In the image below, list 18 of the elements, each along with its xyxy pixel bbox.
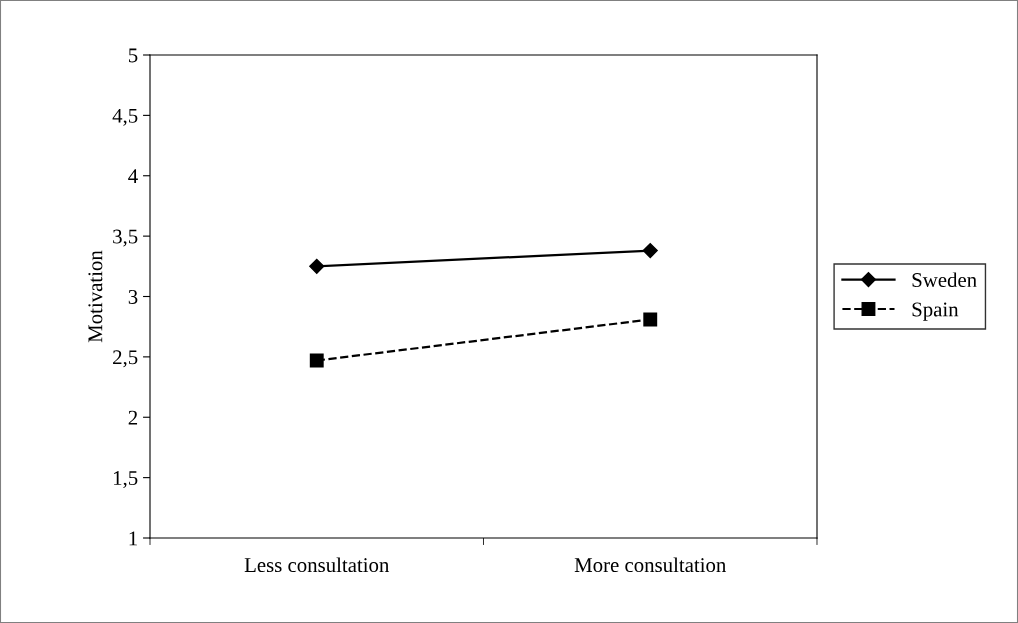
point bbox=[309, 353, 324, 368]
point bbox=[643, 312, 658, 327]
y-tick-label: 4 bbox=[128, 169, 138, 183]
y-axis-title: Motivation bbox=[88, 250, 103, 343]
point bbox=[309, 258, 325, 274]
y-tick-label: 3,5 bbox=[113, 229, 138, 247]
y-tick-label: 3 bbox=[128, 289, 138, 304]
y-tick-label: 1 bbox=[129, 531, 137, 546]
y-tick-label: 1,5 bbox=[113, 471, 138, 489]
x-tick-label: More consultation bbox=[574, 557, 727, 573]
legend-label: Sweden bbox=[912, 272, 977, 288]
y-tick-label: 4,5 bbox=[112, 108, 138, 126]
legend-label: Spain bbox=[912, 302, 959, 321]
y-tick-label: 5 bbox=[128, 48, 138, 63]
point bbox=[642, 243, 658, 259]
x-tick-label: Less consultation bbox=[244, 557, 390, 573]
y-tick-label: 2 bbox=[128, 410, 138, 425]
y-tick-label: 2,5 bbox=[113, 350, 138, 368]
